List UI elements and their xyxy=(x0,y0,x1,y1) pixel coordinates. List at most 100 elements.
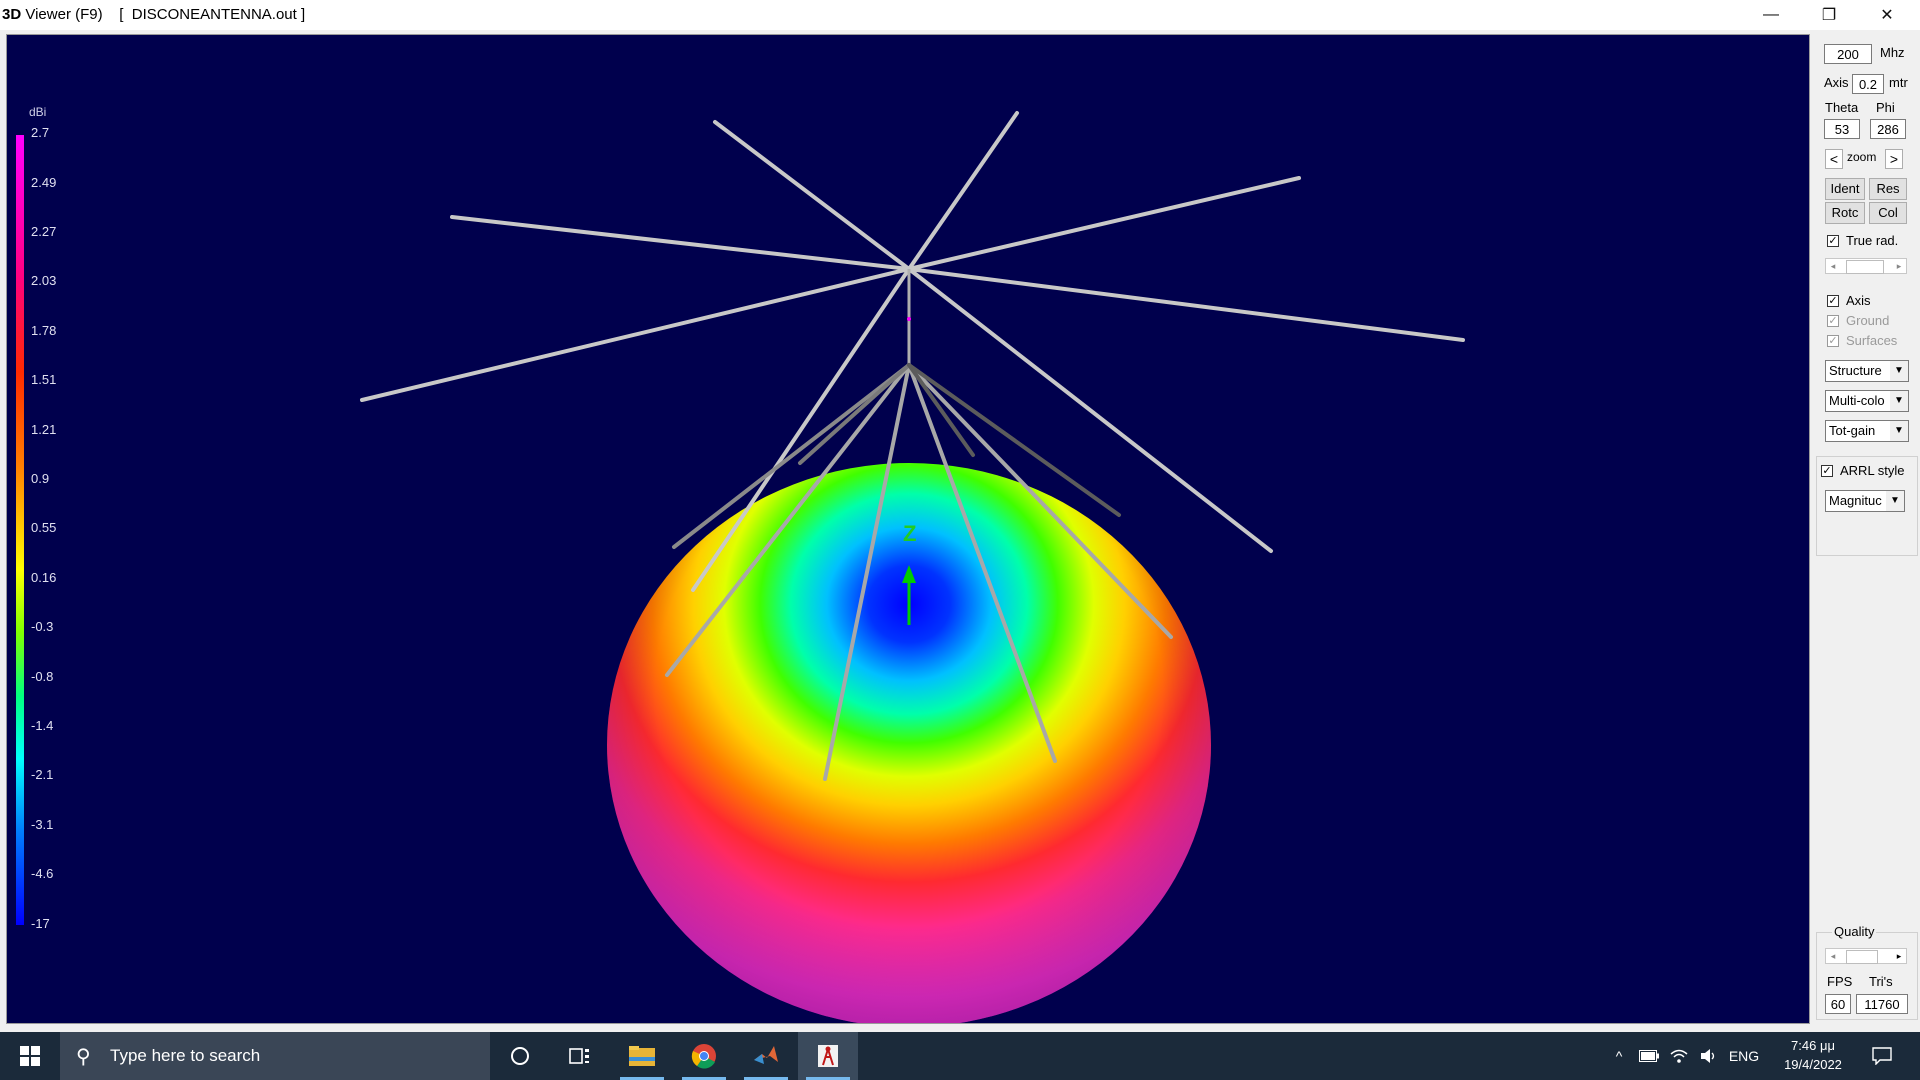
arrl-style-checkbox[interactable]: ✓ xyxy=(1821,465,1833,477)
chrome-icon[interactable] xyxy=(674,1032,734,1080)
antenna-app-icon[interactable] xyxy=(798,1032,858,1080)
show-hidden-icons-chevron-icon[interactable]: ^ xyxy=(1615,1048,1623,1064)
tris-value: 11760 xyxy=(1856,994,1908,1014)
col-button[interactable]: Col xyxy=(1869,202,1907,224)
legend-tick: 0.16 xyxy=(31,570,57,585)
file-explorer-icon[interactable] xyxy=(612,1032,672,1080)
slider-right-arrow-icon[interactable]: ▸ xyxy=(1896,951,1902,961)
chevron-down-icon[interactable]: ▼ xyxy=(1890,391,1908,411)
legend-color-bar xyxy=(16,135,24,925)
quality-label: Quality xyxy=(1832,924,1877,939)
tris-label: Tri's xyxy=(1869,974,1893,989)
task-view-icon[interactable] xyxy=(550,1032,610,1080)
taskbar-search-box[interactable]: ⚲ Type here to search xyxy=(60,1032,490,1080)
color-mode-select-value: Multi-colo xyxy=(1829,393,1885,408)
cortana-icon[interactable] xyxy=(490,1032,550,1080)
legend-tick: -17 xyxy=(31,916,50,931)
notification-icon[interactable] xyxy=(1862,1032,1902,1080)
structure-select[interactable]: Structure ▼ xyxy=(1825,360,1909,382)
legend-tick: -0.8 xyxy=(31,669,54,684)
axis-checkbox[interactable]: ✓ xyxy=(1827,295,1839,307)
legend-tick: 2.27 xyxy=(31,224,57,239)
arrl-style-group xyxy=(1816,456,1918,556)
battery-icon[interactable] xyxy=(1636,1032,1662,1080)
zoom-out-button[interactable]: < xyxy=(1825,149,1843,169)
running-indicator xyxy=(806,1077,850,1080)
legend-tick: 2.49 xyxy=(31,175,57,190)
true-rad-slider[interactable]: ◂ ▸ xyxy=(1825,258,1907,274)
cone-elements xyxy=(665,363,1173,781)
frequency-unit: Mhz xyxy=(1880,45,1905,60)
res-button[interactable]: Res xyxy=(1869,178,1907,200)
legend-tick: -3.1 xyxy=(31,817,54,832)
magnitude-select-value: Magnituc xyxy=(1829,493,1882,508)
quality-slider[interactable]: ◂ ▸ xyxy=(1825,948,1907,964)
clock-time: 7:46 μμ xyxy=(1791,1038,1835,1053)
color-mode-select[interactable]: Multi-colo ▼ xyxy=(1825,390,1909,412)
taskbar: ⚲ Type here to search ^ ENG 7:46 μμ 19/4… xyxy=(0,1032,1920,1080)
language-indicator[interactable]: ENG xyxy=(1728,1048,1760,1064)
running-indicator xyxy=(744,1077,788,1080)
phi-label: Phi xyxy=(1876,100,1895,115)
3d-viewport[interactable]: Z dBi 2.7 2.49 2.27 2.03 1.78 1.51 1.21 … xyxy=(6,34,1810,1024)
axis-size-input[interactable]: 0.2 xyxy=(1852,74,1884,94)
axis-size-label: Axis xyxy=(1824,75,1849,90)
gain-select[interactable]: Tot-gain ▼ xyxy=(1825,420,1909,442)
control-panel: 200 Mhz Axis 0.2 mtr Theta Phi 53 286 < … xyxy=(1814,34,1920,1022)
surfaces-checkbox: ✓ xyxy=(1827,335,1839,347)
z-axis-label: Z xyxy=(903,521,916,546)
chevron-down-icon[interactable]: ▼ xyxy=(1886,491,1904,511)
legend-tick: -1.4 xyxy=(31,718,54,733)
gain-select-value: Tot-gain xyxy=(1829,423,1876,438)
windows-logo-icon xyxy=(20,1046,40,1066)
close-button[interactable]: ✕ xyxy=(1880,7,1894,24)
fps-label: FPS xyxy=(1827,974,1853,989)
restore-button[interactable]: ❐ xyxy=(1821,7,1837,24)
legend-tick: -2.1 xyxy=(31,767,54,782)
phi-input[interactable]: 286 xyxy=(1870,119,1906,139)
radiation-sphere-shade xyxy=(607,463,1211,1023)
magnitude-select[interactable]: Magnituc ▼ xyxy=(1825,490,1905,512)
clock-date: 19/4/2022 xyxy=(1784,1057,1842,1072)
running-indicator xyxy=(620,1077,664,1080)
volume-icon[interactable] xyxy=(1696,1032,1722,1080)
frequency-input[interactable]: 200 xyxy=(1824,44,1872,64)
minimize-button[interactable]: — xyxy=(1763,6,1779,23)
fps-value: 60 xyxy=(1825,994,1851,1014)
running-indicator xyxy=(682,1077,726,1080)
axis-check-label: Axis xyxy=(1846,293,1871,308)
theta-input[interactable]: 53 xyxy=(1824,119,1860,139)
slider-left-arrow-icon[interactable]: ◂ xyxy=(1830,261,1836,271)
legend-tick: -0.3 xyxy=(31,619,54,634)
ground-check-label: Ground xyxy=(1846,313,1890,328)
slider-thumb[interactable] xyxy=(1846,950,1878,964)
chevron-down-icon[interactable]: ▼ xyxy=(1890,421,1908,441)
true-rad-label: True rad. xyxy=(1846,233,1899,248)
ident-button[interactable]: Ident xyxy=(1825,178,1865,200)
slider-right-arrow-icon[interactable]: ▸ xyxy=(1896,261,1902,271)
z-axis-arrow xyxy=(902,565,916,583)
clock[interactable]: 7:46 μμ 19/4/2022 xyxy=(1768,1032,1858,1080)
surfaces-check-label: Surfaces xyxy=(1846,333,1898,348)
start-button[interactable] xyxy=(0,1032,60,1080)
legend-tick: 0.9 xyxy=(31,471,50,486)
radiation-pattern-scene: Z xyxy=(360,111,1465,1023)
legend-tick: 1.78 xyxy=(31,323,57,338)
legend-tick: -4.6 xyxy=(31,866,54,881)
slider-thumb[interactable] xyxy=(1846,260,1884,274)
disc-elements xyxy=(360,111,1465,592)
chevron-down-icon[interactable]: ▼ xyxy=(1890,361,1908,381)
true-rad-checkbox[interactable]: ✓ xyxy=(1827,235,1839,247)
legend-unit: dBi xyxy=(29,105,47,119)
matlab-icon[interactable] xyxy=(736,1032,796,1080)
window-title: 3D Viewer (F9) [ DISCONEANTENNA.out ] xyxy=(2,6,306,23)
slider-left-arrow-icon[interactable]: ◂ xyxy=(1830,951,1836,961)
structure-select-value: Structure xyxy=(1829,363,1882,378)
zoom-in-button[interactable]: > xyxy=(1885,149,1903,169)
rotc-button[interactable]: Rotc xyxy=(1825,202,1865,224)
wifi-icon[interactable] xyxy=(1666,1032,1692,1080)
legend-tick: 2.7 xyxy=(31,125,50,140)
axis-size-unit: mtr xyxy=(1889,75,1908,90)
legend-tick: 1.51 xyxy=(31,372,57,387)
ground-checkbox: ✓ xyxy=(1827,315,1839,327)
